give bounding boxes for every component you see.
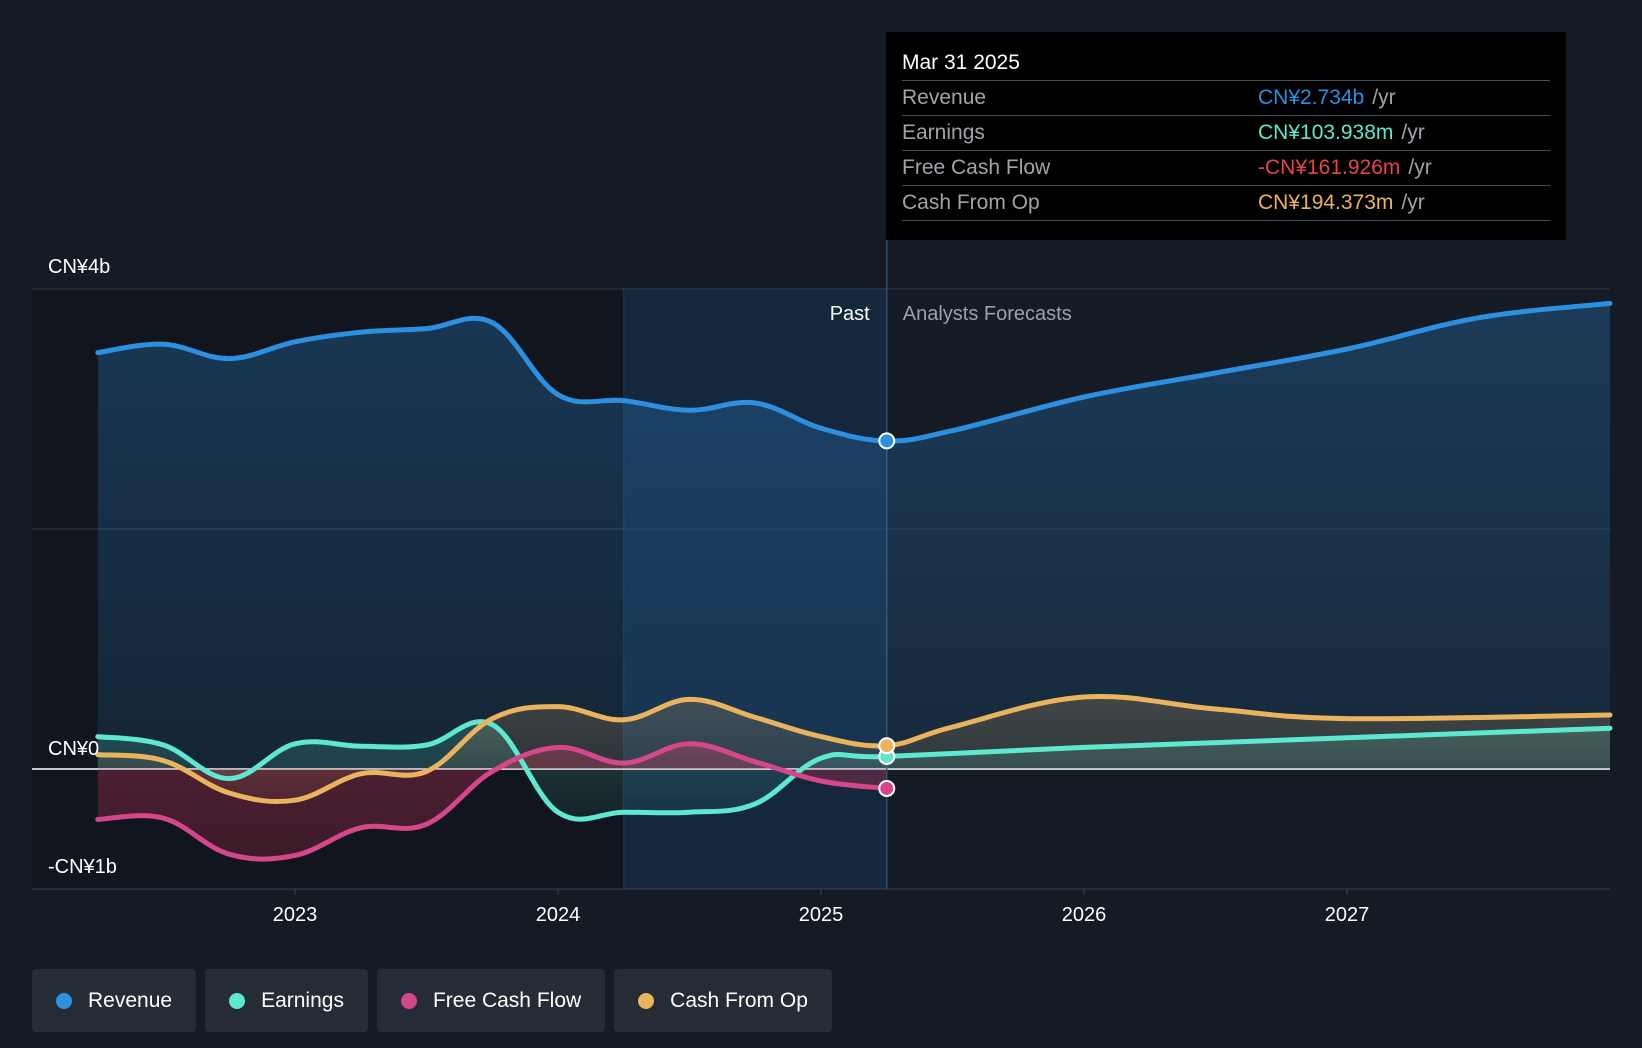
marker-revenue xyxy=(878,432,896,450)
tooltip-row-cash-from-op: Cash From Op CN¥194.373m /yr xyxy=(902,185,1550,221)
tooltip-unit: /yr xyxy=(1408,156,1432,179)
y-axis-label: CN¥0 xyxy=(48,738,99,760)
tooltip-value: CN¥194.373m xyxy=(1258,191,1394,214)
marker-cash-from-op xyxy=(878,737,896,755)
legend-dot-icon xyxy=(56,992,72,1009)
tooltip-name: Revenue xyxy=(902,86,987,109)
x-tick-label: 2025 xyxy=(799,904,844,926)
tooltip-row-free-cash-flow: Free Cash Flow -CN¥161.926m /yr xyxy=(902,150,1550,185)
line-cash-from-op xyxy=(95,693,1613,805)
tooltip-row-revenue: Revenue CN¥2.734b /yr xyxy=(902,80,1550,115)
legend: Revenue Earnings Free Cash Flow Cash Fro… xyxy=(32,969,832,1032)
line-earnings xyxy=(95,719,1613,822)
tooltip-name: Cash From Op xyxy=(902,191,1040,214)
tooltip-value: CN¥103.938m xyxy=(1258,121,1394,144)
legend-label: Revenue xyxy=(88,988,173,1012)
forecast-label: Analysts Forecasts xyxy=(903,303,1072,325)
tooltip-value: CN¥2.734b xyxy=(1258,86,1365,109)
legend-label: Free Cash Flow xyxy=(432,988,582,1012)
tooltip-name: Earnings xyxy=(902,121,985,144)
x-tick-label: 2023 xyxy=(273,904,318,926)
marker-free-cash-flow xyxy=(878,779,896,797)
line-revenue xyxy=(95,300,1613,444)
legend-item-free-cash-flow[interactable]: Free Cash Flow xyxy=(376,969,606,1032)
area-cash-from-op xyxy=(97,696,1610,802)
tooltip: Mar 31 2025 Revenue CN¥2.734b /yr Earnin… xyxy=(886,32,1566,240)
line-free-cash-flow xyxy=(95,741,890,862)
x-tick-label: 2024 xyxy=(536,904,581,926)
tooltip-name: Free Cash Flow xyxy=(902,156,1051,179)
x-tick-label: 2026 xyxy=(1062,904,1107,926)
legend-dot-icon xyxy=(638,992,655,1009)
legend-dot-icon xyxy=(400,992,417,1009)
legend-label: Cash From Op xyxy=(670,988,808,1012)
tooltip-unit: /yr xyxy=(1401,121,1425,144)
legend-item-earnings[interactable]: Earnings xyxy=(205,969,368,1032)
legend-item-revenue[interactable]: Revenue xyxy=(32,969,197,1032)
chart: CN¥4b CN¥0 -CN¥1b 2023 2024 2025 2026 2027 Past A… xyxy=(32,240,1613,926)
area-revenue xyxy=(97,303,1610,769)
tooltip-row-earnings: Earnings CN¥103.938m /yr xyxy=(902,115,1550,150)
legend-dot-icon xyxy=(229,992,246,1009)
legend-label: Earnings xyxy=(261,988,344,1012)
past-label: Past xyxy=(830,303,870,325)
tooltip-date: Mar 31 2025 xyxy=(902,51,1020,74)
y-axis-label: CN¥4b xyxy=(48,256,110,278)
tooltip-unit: /yr xyxy=(1401,191,1425,214)
y-axis-label: -CN¥1b xyxy=(48,856,117,878)
x-tick-label: 2027 xyxy=(1325,904,1370,926)
legend-item-cash-from-op[interactable]: Cash From Op xyxy=(614,969,832,1032)
tooltip-value: -CN¥161.926m xyxy=(1258,156,1401,179)
tooltip-unit: /yr xyxy=(1372,86,1396,109)
